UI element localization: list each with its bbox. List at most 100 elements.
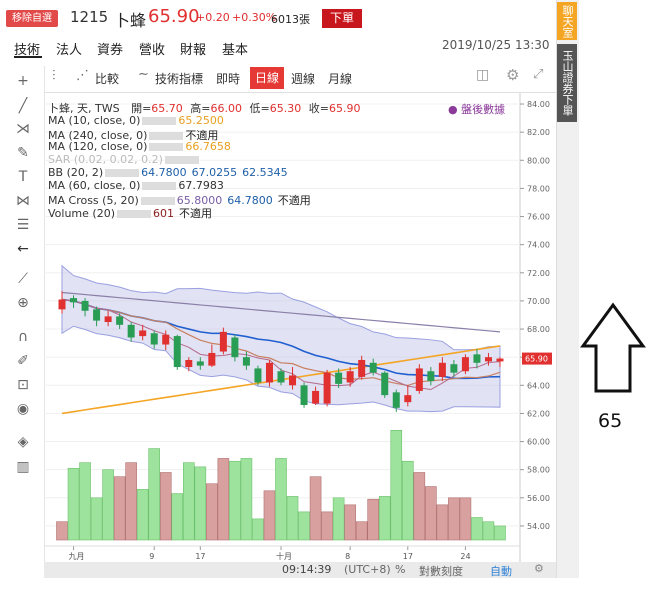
scale-settings-icon[interactable]: ⚙ — [534, 562, 544, 575]
fib-icon[interactable]: ⋊ — [16, 121, 30, 137]
side-panel — [556, 0, 579, 578]
projection-icon[interactable]: ☰ — [16, 217, 30, 233]
candle-body — [93, 309, 101, 321]
lock-icon[interactable]: ⊡ — [17, 377, 29, 393]
candle-body — [358, 359, 366, 377]
candle-type-icon[interactable]: ⫶ — [52, 68, 56, 84]
ma-line-long — [61, 291, 501, 333]
chat-tab[interactable]: 聊天室 — [557, 2, 577, 40]
trendline-icon[interactable]: ╱ — [18, 98, 28, 114]
candle-body — [461, 357, 469, 372]
volume-bar — [494, 525, 506, 541]
auto-scale-toggle[interactable]: 自動 — [490, 565, 512, 578]
legend-row: MA (120, close, 0) 66.7658 — [48, 140, 316, 153]
volume-bar — [286, 496, 299, 541]
tick-label: 62.00 — [527, 409, 550, 418]
candle-body — [185, 359, 193, 368]
chart-toolbar — [44, 66, 556, 93]
candle-body — [392, 392, 400, 408]
candle-body — [277, 371, 285, 383]
candle-body — [139, 330, 147, 337]
back-arrow-icon[interactable]: ← — [17, 241, 29, 257]
magnet-icon[interactable]: ∩ — [17, 329, 29, 345]
date-axis: 九月 9 17 十月 8 17 24 — [44, 545, 520, 561]
quote-datetime: 2019/10/25 13:30 — [442, 38, 550, 52]
legend-controls-icon[interactable] — [149, 132, 184, 140]
tick-label: 58.00 — [527, 466, 550, 475]
legend-row-name: SAR (0.02, 0.02, 0.2) — [48, 153, 163, 166]
legend-row-value: 62.5345 — [242, 166, 288, 179]
tab-technical[interactable]: 技術 — [14, 43, 41, 58]
annotation-number: 65 — [598, 410, 623, 432]
legend-row-value: 67.7983 — [178, 179, 224, 192]
candle-body — [323, 372, 331, 404]
eye-icon[interactable]: ◉ — [16, 401, 30, 417]
legend-controls-icon[interactable] — [164, 156, 199, 164]
volume-bar — [217, 458, 230, 541]
tab-margin[interactable]: 資券 — [97, 43, 124, 58]
brush-icon[interactable]: ✎ — [17, 145, 29, 161]
date-label: 17 — [403, 552, 413, 561]
tab-basic[interactable]: 基本 — [222, 43, 249, 58]
order-button[interactable]: 下單 — [322, 9, 362, 28]
camera-icon[interactable]: ◫ — [476, 67, 490, 83]
legend-row-value: 不適用 — [277, 194, 311, 207]
period-daily[interactable]: 日線 — [250, 67, 284, 89]
volume-bar — [113, 476, 126, 541]
volume-bar — [136, 489, 149, 541]
compare-button[interactable]: 比較 — [95, 72, 120, 86]
legend-row: SAR (0.02, 0.02, 0.2) — [48, 153, 316, 166]
tab-institutional[interactable]: 法人 — [56, 43, 83, 58]
volume-bar — [56, 521, 68, 541]
text-icon[interactable]: T — [18, 169, 28, 185]
period-weekly[interactable]: 週線 — [291, 72, 316, 86]
settings-icon[interactable]: ⚙ — [506, 66, 520, 84]
indicators-button[interactable]: 技術指標 — [155, 72, 204, 86]
pattern-icon[interactable]: ⋈ — [16, 193, 30, 209]
legend-controls-icon[interactable] — [140, 197, 175, 205]
legend-row-value: 64.7800 — [141, 166, 187, 179]
volume-bar — [436, 504, 449, 541]
crosshair-icon[interactable]: + — [17, 73, 29, 89]
tab-revenue[interactable]: 營收 — [139, 43, 166, 58]
tick-label: 84.00 — [527, 100, 550, 109]
period-intraday[interactable]: 即時 — [216, 72, 241, 86]
volume-bar — [413, 472, 426, 541]
trash-icon[interactable]: ▥ — [16, 459, 30, 475]
volume-bar — [425, 486, 437, 541]
candle-body — [415, 368, 423, 391]
lock-drawing-icon[interactable]: ✐ — [17, 353, 29, 369]
candle-body — [208, 352, 216, 366]
candle-body — [70, 298, 78, 303]
layers-icon[interactable]: ◈ — [17, 434, 29, 450]
candle-body — [254, 368, 262, 383]
tab-financials[interactable]: 財報 — [180, 43, 207, 58]
after-hours-label[interactable]: ● 盤後數據 — [448, 103, 506, 116]
bank-order-tab[interactable]: 玉山證券下單 — [557, 44, 577, 122]
volume-bar — [275, 458, 287, 541]
tick-label: 72.00 — [527, 269, 550, 278]
legend-row-value: 65.2500 — [178, 114, 224, 127]
period-monthly[interactable]: 月線 — [328, 72, 353, 86]
log-scale-toggle[interactable]: 對數刻度 — [419, 565, 463, 578]
candle-body — [473, 354, 481, 363]
legend-controls-icon[interactable] — [105, 169, 140, 177]
fullscreen-icon[interactable]: ⤢ — [533, 67, 544, 82]
price-chart[interactable]: 84.00 82.00 80.00 78.00 76.00 74.00 72.00 70.00… — [44, 93, 556, 562]
volume-bar — [148, 448, 161, 541]
legend-controls-icon[interactable] — [142, 182, 177, 190]
candle-body — [58, 299, 66, 310]
candle-body — [289, 375, 297, 386]
percent-toggle[interactable]: % — [395, 563, 406, 576]
legend-controls-icon[interactable] — [117, 210, 151, 218]
volume-bar — [194, 466, 207, 541]
legend-row-value: 601 — [153, 207, 174, 220]
remove-favorite-button[interactable]: 移除自選 — [6, 10, 58, 27]
legend-controls-icon[interactable] — [149, 143, 184, 151]
candle-body — [381, 372, 389, 396]
ruler-icon[interactable]: ⟋ — [18, 271, 28, 287]
zoom-in-icon[interactable]: ⊕ — [17, 295, 29, 311]
timezone[interactable]: (UTC+8) — [344, 563, 391, 576]
candle-body — [404, 395, 412, 403]
legend-controls-icon[interactable] — [142, 117, 177, 125]
